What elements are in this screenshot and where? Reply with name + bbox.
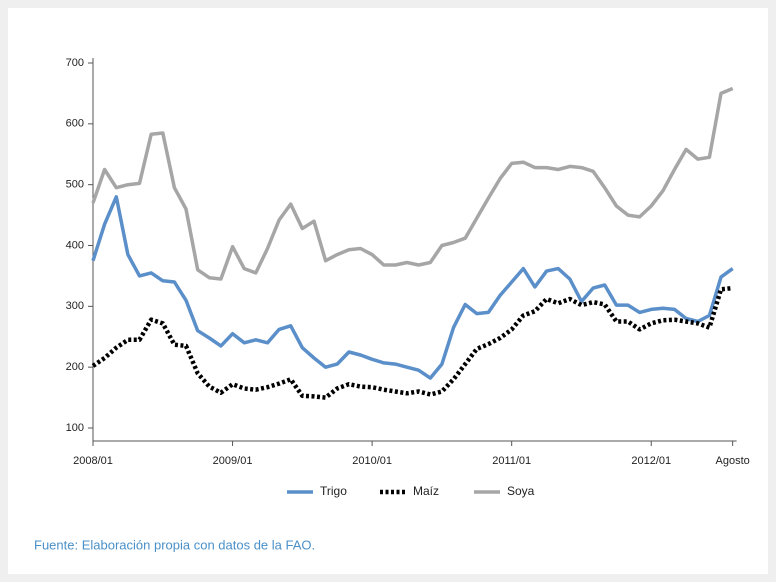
source-note: Fuente: Elaboración propia con datos de … [34, 537, 315, 552]
x-tick-label: 2012/01 [631, 455, 671, 467]
series-line [91, 195, 734, 380]
x-tick-label: Agosto [716, 455, 750, 467]
legend-label: Trigo [320, 484, 347, 498]
x-tick-label: 2011/01 [492, 455, 531, 467]
series-line [91, 285, 733, 400]
y-tick-label: 600 [66, 118, 84, 130]
y-tick-label: 700 [66, 57, 84, 69]
legend-label: Maíz [413, 484, 439, 498]
x-tick-label: 2008/01 [73, 455, 113, 467]
x-tick-label: 2010/01 [352, 455, 392, 467]
y-tick-label: 400 [66, 239, 84, 251]
y-tick-label: 500 [66, 179, 84, 191]
y-tick-label: 100 [66, 422, 84, 434]
y-tick-label: 200 [66, 361, 84, 373]
legend-label: Soya [507, 484, 535, 498]
panel [8, 8, 768, 574]
series-line [91, 86, 734, 281]
x-tick-label: 2009/01 [213, 455, 253, 467]
y-tick-label: 300 [66, 300, 84, 312]
